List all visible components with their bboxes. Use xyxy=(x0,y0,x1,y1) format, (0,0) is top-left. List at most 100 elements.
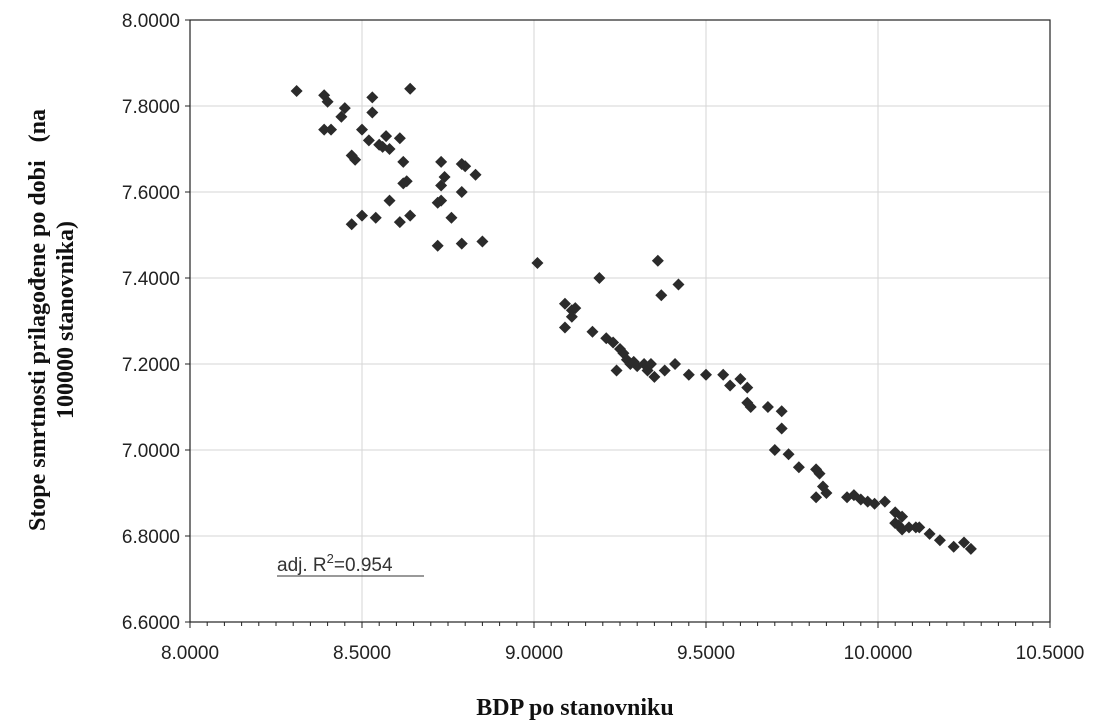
data-point xyxy=(744,401,757,413)
data-point xyxy=(923,527,936,540)
y-tick-labels: 6.6000 6.8000 7.0000 7.2000 7.4000 7.6000 7.80… xyxy=(122,11,180,634)
data-point xyxy=(868,497,881,510)
data-point xyxy=(820,487,833,499)
data-point xyxy=(366,91,379,104)
data-point xyxy=(476,235,489,248)
data-point xyxy=(964,542,977,555)
data-point xyxy=(397,177,410,190)
data-point xyxy=(958,536,970,549)
data-point xyxy=(558,321,571,334)
data-point xyxy=(431,196,444,209)
data-point xyxy=(393,216,406,229)
y-tick-label: 6.6000 xyxy=(122,613,180,634)
y-axis-label-line-2: 100000 stanovnika) xyxy=(53,221,79,419)
data-point xyxy=(531,256,544,269)
data-point xyxy=(435,155,448,168)
data-point xyxy=(775,422,788,435)
y-tick-label: 7.2000 xyxy=(122,355,180,376)
x-tick-label: 8.0000 xyxy=(161,643,219,664)
data-point xyxy=(345,218,358,231)
data-point xyxy=(734,373,747,386)
y-axis-label: Stope smrtnosti prilagođene po dobi (na … xyxy=(25,109,79,531)
data-point xyxy=(775,405,788,418)
data-point xyxy=(648,370,661,383)
data-point xyxy=(947,540,960,553)
data-point xyxy=(565,310,578,323)
data-point xyxy=(669,358,682,370)
data-point xyxy=(782,448,795,461)
data-point xyxy=(366,106,379,119)
data-point xyxy=(658,364,671,377)
data-point xyxy=(607,336,620,349)
data-points xyxy=(290,82,977,555)
gridlines xyxy=(189,19,1051,623)
data-point xyxy=(902,521,915,534)
data-point xyxy=(717,368,730,381)
x-tick-label: 9.5000 xyxy=(677,643,735,664)
data-point xyxy=(435,179,448,192)
data-point xyxy=(644,358,657,370)
data-point xyxy=(383,143,396,155)
data-point xyxy=(356,209,368,222)
data-point xyxy=(569,302,582,315)
data-point xyxy=(813,467,826,480)
data-point xyxy=(438,170,451,183)
y-tick-label: 7.8000 xyxy=(122,97,180,118)
data-point xyxy=(724,379,737,392)
data-point xyxy=(345,149,358,162)
y-tick-label: 8.0000 xyxy=(122,11,180,32)
data-point xyxy=(741,381,754,394)
data-point xyxy=(404,82,417,95)
data-point xyxy=(459,160,472,173)
plot-frame xyxy=(189,19,1051,623)
data-point xyxy=(768,444,781,456)
data-point xyxy=(380,130,393,143)
data-point xyxy=(558,297,571,310)
data-point xyxy=(593,272,606,284)
data-point xyxy=(761,401,774,413)
data-point xyxy=(672,278,685,291)
data-point xyxy=(586,325,599,338)
x-tick-labels: 8.0000 8.5000 9.0000 9.5000 10.0000 10.5000 xyxy=(161,643,1084,664)
y-tick-label: 7.6000 xyxy=(122,183,180,204)
data-point xyxy=(404,209,417,222)
data-point xyxy=(933,534,946,547)
data-point xyxy=(655,289,668,302)
x-minor-ticks xyxy=(185,19,1051,628)
data-point xyxy=(610,364,623,377)
y-tick-label: 6.8000 xyxy=(122,527,180,548)
data-point xyxy=(913,521,926,534)
x-tick-label: 9.0000 xyxy=(505,643,563,664)
data-point xyxy=(700,368,712,381)
y-axis-label-line-1: Stope smrtnosti prilagođene po dobi (na xyxy=(25,109,51,531)
data-point xyxy=(878,495,891,508)
data-point xyxy=(321,95,334,108)
y-tick-label: 7.0000 xyxy=(122,441,180,462)
data-point xyxy=(318,123,331,136)
data-point xyxy=(445,211,458,224)
data-point xyxy=(356,123,368,136)
data-point xyxy=(393,132,406,145)
data-point xyxy=(325,123,338,136)
x-axis-label: BDP po stanovniku xyxy=(476,695,673,721)
data-point xyxy=(896,510,909,523)
y-tick-label: 7.4000 xyxy=(122,269,180,290)
x-tick-label: 10.0000 xyxy=(844,643,913,664)
data-point xyxy=(810,491,823,504)
x-tick-label: 10.5000 xyxy=(1016,643,1085,664)
data-point xyxy=(455,186,468,198)
data-point xyxy=(335,110,348,123)
data-point xyxy=(455,237,468,250)
data-point xyxy=(469,168,482,181)
data-point xyxy=(290,84,303,97)
data-point xyxy=(651,254,664,267)
r-squared-annotation: adj. R2=0.954 xyxy=(277,551,393,576)
data-point xyxy=(338,102,351,115)
data-point xyxy=(397,155,410,168)
x-tick-label: 8.5000 xyxy=(333,643,391,664)
data-point xyxy=(682,368,695,381)
data-point xyxy=(383,194,396,207)
data-point xyxy=(792,461,805,474)
data-point xyxy=(431,239,444,252)
